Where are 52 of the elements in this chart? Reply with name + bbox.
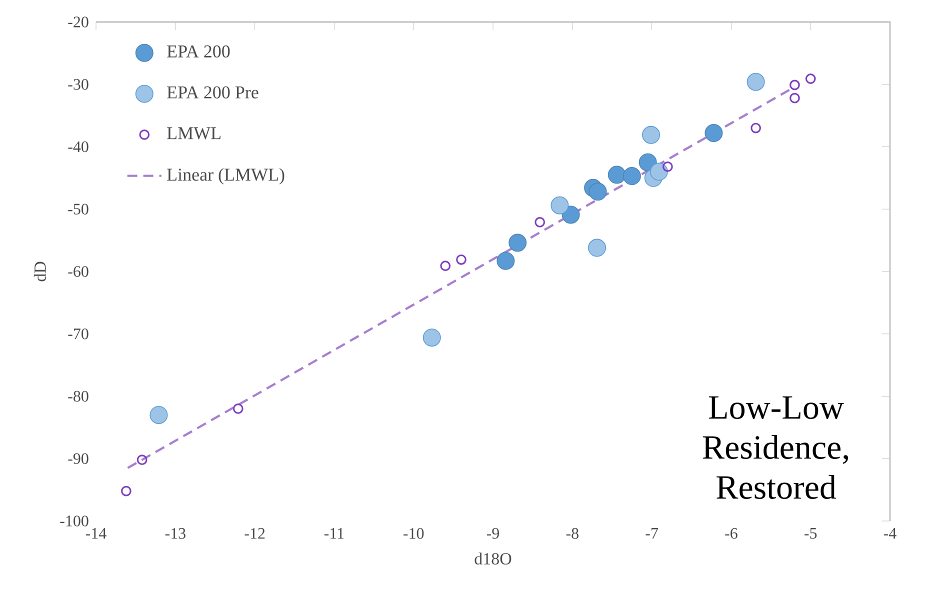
point: [440, 260, 451, 272]
point: [608, 166, 626, 184]
x-tick-label: -9: [486, 528, 500, 539]
annotation: Low-Low Residence, Restored: [702, 396, 848, 499]
y-tick-label: -20: [68, 16, 88, 28]
point: [150, 406, 168, 424]
x-tick-label: -13: [165, 528, 186, 539]
y-tick-label: -30: [68, 78, 88, 90]
legend-label: LMWL: [167, 127, 220, 140]
point: [550, 196, 569, 214]
x-tick-label: -4: [884, 528, 896, 539]
point: [662, 162, 673, 172]
point: [622, 167, 641, 186]
point: [534, 217, 546, 228]
x-tick-label: -8: [566, 528, 578, 539]
point: [790, 80, 800, 90]
point: [508, 234, 527, 252]
y-tick-label: -90: [68, 453, 88, 464]
point: [232, 404, 244, 414]
point: [136, 454, 148, 466]
y-tick-label: -60: [68, 266, 88, 277]
x-tick-label: -10: [404, 528, 424, 539]
x-tick-label: -12: [244, 528, 265, 539]
point: [805, 74, 816, 84]
legend-label: Linear (LMWL): [167, 168, 284, 184]
point: [750, 122, 762, 134]
y-tick-label: -100: [60, 516, 88, 526]
point: [642, 126, 660, 144]
point: [496, 252, 515, 270]
point: [422, 328, 441, 347]
x-tick-label: -14: [86, 528, 106, 539]
x-axis-title: d18O: [474, 552, 512, 565]
legend-label: EPA 200 Pre: [167, 86, 258, 98]
point: [120, 486, 132, 496]
point: [704, 124, 723, 142]
point: [588, 238, 606, 257]
point: [790, 92, 800, 104]
x-tick-label: -6: [725, 528, 738, 539]
point: [746, 72, 765, 91]
point: [588, 182, 607, 201]
legend-label: EPA 200: [167, 45, 230, 58]
point: [650, 162, 668, 181]
point: [562, 206, 580, 224]
y-axis-title: dD: [34, 262, 46, 282]
x-tick-label: -11: [324, 528, 344, 539]
y-tick-label: -70: [68, 328, 88, 340]
y-tick-label: -50: [68, 204, 88, 215]
y-tick-label: -40: [68, 141, 88, 152]
y-tick-label: -80: [68, 390, 88, 402]
x-tick-label: -5: [804, 528, 817, 539]
point: [456, 254, 466, 265]
x-tick-label: -7: [646, 528, 658, 539]
